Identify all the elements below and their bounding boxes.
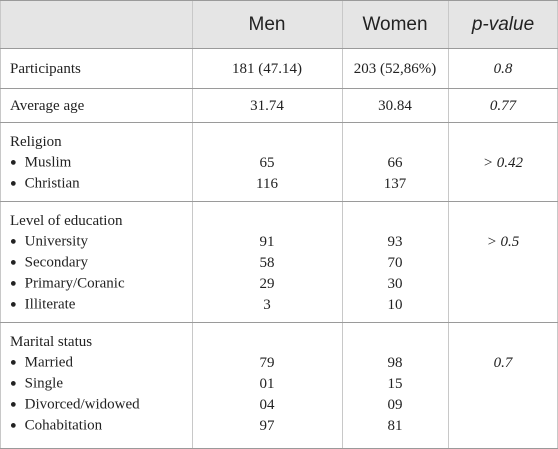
women-value: 15 [387,376,403,392]
row-divider [0,122,558,123]
men-value: 79 [259,355,275,371]
column-divider [342,0,343,449]
women-value: 93 [387,234,403,250]
men-value: 58 [259,255,275,271]
women-value: 10 [387,297,403,313]
women-value: 81 [387,418,403,434]
border [0,0,558,1]
row-divider [0,322,558,323]
men-value: 01 [259,376,275,392]
item-label: Divorced/widowed [10,395,140,416]
men-value: 04 [259,397,275,413]
item-label: Single [10,374,63,395]
column-divider [448,0,449,449]
border [0,0,1,449]
p-value: > 0.42 [482,155,524,171]
row-divider [0,48,558,49]
men-value: 31.74 [250,98,284,114]
item-label: Muslim [10,153,72,174]
women-value: 30.84 [378,98,412,114]
women-value: 09 [387,397,403,413]
women-value: 70 [387,255,403,271]
header-background [0,0,558,48]
p-value: 0.8 [493,61,513,77]
women-value: 137 [383,176,407,192]
men-value: 3 [263,297,271,313]
column-header: Women [362,14,428,35]
p-value: 0.77 [489,98,517,114]
men-value: 65 [259,155,275,171]
column-divider [192,0,193,449]
group-label: Religion [10,134,62,150]
row-divider [0,201,558,202]
men-value: 29 [259,276,275,292]
item-label: Secondary [10,253,88,274]
column-header: p-value [471,14,535,35]
item-label: Illiterate [10,295,76,316]
men-value: 181 (47.14) [232,61,302,77]
row-label: Participants [10,61,81,77]
group-label: Marital status [10,334,93,350]
p-value: 0.7 [493,355,513,371]
men-value: 116 [256,176,278,192]
women-value: 66 [387,155,403,171]
men-value: 91 [259,234,275,250]
row-divider [0,88,558,89]
men-value: 97 [259,418,275,434]
column-header: Men [248,14,286,35]
group-label: Level of education [10,213,123,229]
item-label: Primary/Coranic [10,274,125,295]
item-label: University [10,232,88,253]
item-label: Cohabitation [10,416,103,437]
row-label: Average age [10,98,85,114]
item-label: Married [10,353,73,374]
women-value: 30 [387,276,403,292]
item-label: Christian [10,174,80,195]
women-value: 98 [387,355,403,371]
p-value: > 0.5 [486,234,520,250]
women-value: 203 (52,86%) [353,61,437,77]
